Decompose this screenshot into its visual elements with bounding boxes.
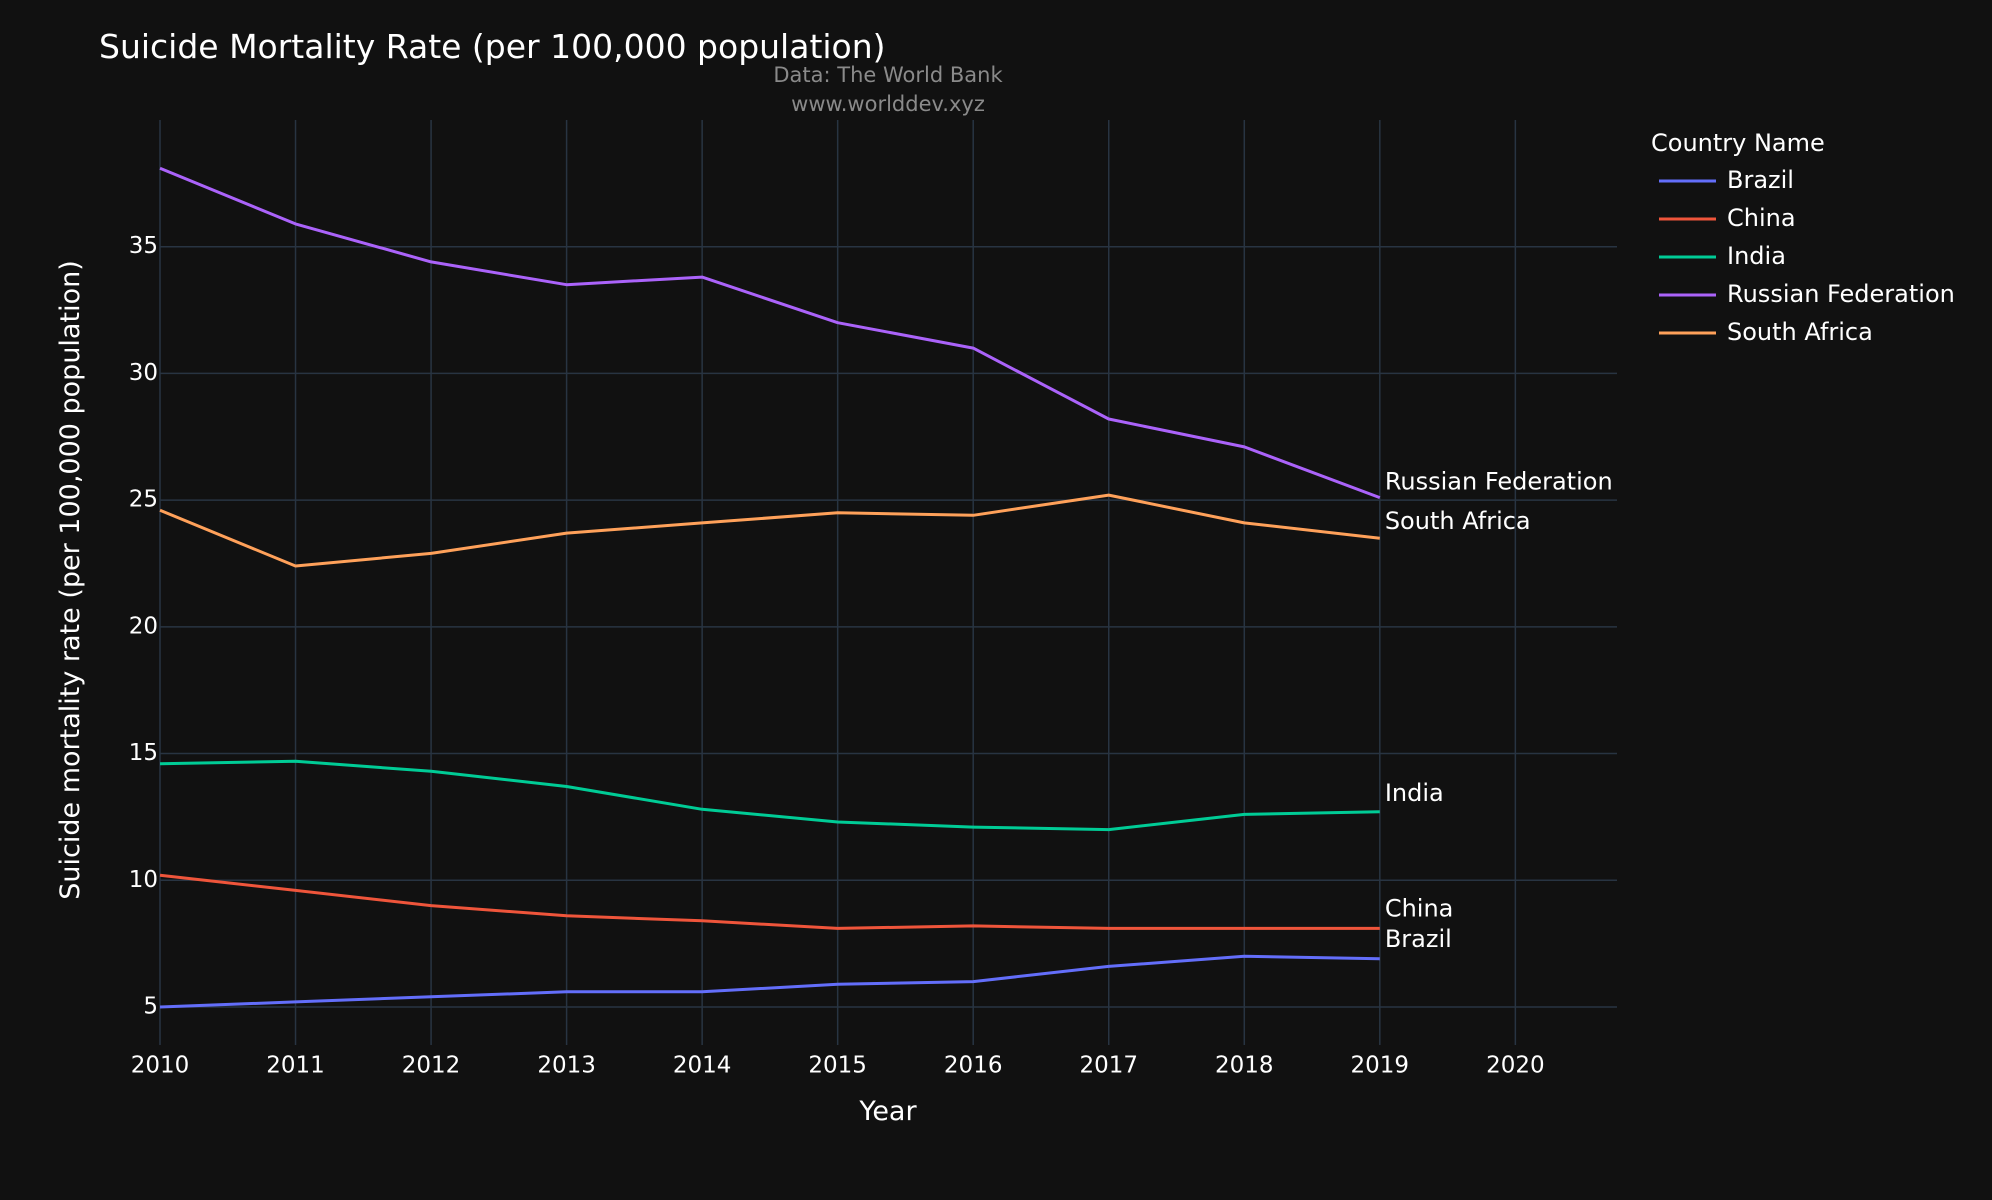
x-tick-label: 2019 bbox=[1351, 1053, 1410, 1079]
legend-item-brazil[interactable]: Brazil bbox=[1659, 166, 1794, 194]
x-tick-label: 2020 bbox=[1486, 1053, 1545, 1079]
x-axis-title: Year bbox=[858, 1096, 917, 1127]
end-label-south-africa: South Africa bbox=[1385, 507, 1531, 535]
legend-label: Brazil bbox=[1727, 166, 1794, 194]
end-label-india: India bbox=[1385, 779, 1444, 807]
y-tick-label: 35 bbox=[129, 233, 158, 259]
x-tick-label: 2018 bbox=[1215, 1053, 1274, 1079]
series-line-south-africa bbox=[159, 493, 1380, 568]
x-tick-label: 2013 bbox=[537, 1053, 596, 1079]
legend-label: India bbox=[1727, 242, 1786, 270]
series-line-india bbox=[159, 759, 1380, 832]
y-tick-label: 10 bbox=[129, 867, 158, 893]
series-lines bbox=[159, 166, 1381, 1009]
x-tick-label: 2010 bbox=[131, 1053, 190, 1079]
grid bbox=[159, 120, 1617, 1045]
end-label-china: China bbox=[1385, 894, 1454, 922]
x-tick-label: 2017 bbox=[1079, 1053, 1138, 1079]
chart-subtitle-url: www.worlddev.xyz bbox=[791, 92, 985, 116]
end-label-russian-federation: Russian Federation bbox=[1385, 468, 1613, 496]
y-tick-label: 5 bbox=[143, 993, 158, 1019]
legend-label: China bbox=[1727, 204, 1796, 232]
x-tick-label: 2015 bbox=[808, 1053, 867, 1079]
x-tick-label: 2016 bbox=[944, 1053, 1003, 1079]
y-tick-label: 15 bbox=[129, 740, 158, 766]
y-axis-title: Suicide mortality rate (per 100,000 popu… bbox=[55, 260, 86, 899]
series-line-china bbox=[159, 873, 1380, 930]
legend: Country Name Brazil China India Russian Fed… bbox=[1651, 129, 1955, 346]
legend-item-china[interactable]: China bbox=[1659, 204, 1796, 232]
y-axis-ticks: 5 10 15 20 25 30 35 bbox=[129, 233, 158, 1019]
y-tick-label: 25 bbox=[129, 487, 158, 513]
legend-label: South Africa bbox=[1727, 318, 1873, 346]
chart-title: Suicide Mortality Rate (per 100,000 popu… bbox=[99, 27, 886, 66]
legend-item-russian-federation[interactable]: Russian Federation bbox=[1659, 280, 1955, 308]
x-tick-label: 2012 bbox=[402, 1053, 461, 1079]
end-label-brazil: Brazil bbox=[1385, 925, 1452, 953]
y-tick-label: 20 bbox=[129, 613, 158, 639]
y-tick-label: 30 bbox=[129, 360, 158, 386]
legend-title: Country Name bbox=[1651, 129, 1825, 157]
series-line-brazil bbox=[159, 954, 1380, 1009]
legend-item-india[interactable]: India bbox=[1659, 242, 1786, 270]
legend-item-south-africa[interactable]: South Africa bbox=[1659, 318, 1873, 346]
series-line-russian-federation bbox=[159, 166, 1381, 500]
x-tick-label: 2014 bbox=[673, 1053, 732, 1079]
x-axis-ticks: 2010 2011 2012 2013 2014 2015 2016 2017 2018 2019… bbox=[131, 1053, 1545, 1079]
x-tick-label: 2011 bbox=[266, 1053, 325, 1079]
series-end-labels: Brazil China India Russian Federation South … bbox=[1385, 468, 1613, 953]
legend-label: Russian Federation bbox=[1727, 280, 1955, 308]
chart-subtitle-source: Data: The World Bank bbox=[773, 63, 1003, 87]
